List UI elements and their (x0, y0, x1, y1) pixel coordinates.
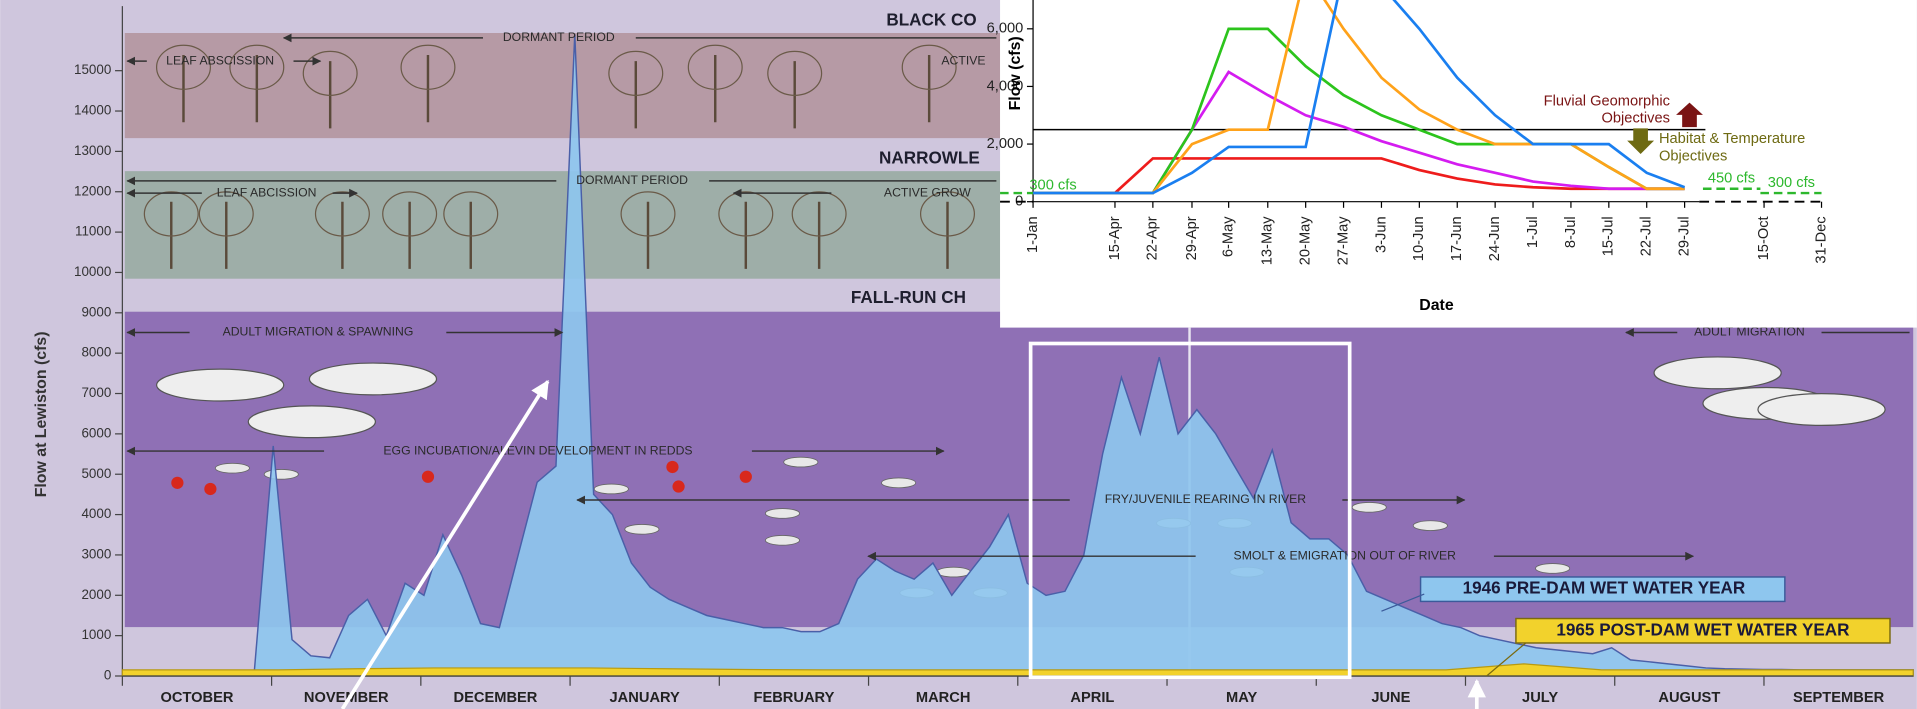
small-fish (765, 535, 799, 545)
annotation: ADULT MIGRATION & SPAWNING (223, 325, 414, 339)
y-tick-label: 0 (104, 668, 111, 683)
y-tick-label: 2,000 (987, 136, 1024, 152)
x-tick-label: 13-May (1260, 216, 1276, 266)
fish (1758, 394, 1885, 426)
x-tick-label: DECEMBER (454, 690, 538, 706)
y-tick-label: 3000 (81, 546, 111, 561)
y-tick-label: 2000 (81, 587, 111, 602)
page: 0 1000 2000 3000 4000 5000 6000 7000 8000 9000 100… (0, 0, 1917, 709)
x-tick-label: 3-Jun (1373, 216, 1389, 253)
annotation: SMOLT & EMIGRATION OUT OF RIVER (1234, 548, 1457, 562)
x-axis-label: Date (1419, 297, 1454, 314)
annotation: EGG INCUBATION/ALEVIN DEVELOPMENT IN RED… (383, 443, 692, 457)
series-label: 1946 PRE-DAM WET WATER YEAR (1463, 579, 1746, 598)
x-tick-label: MARCH (916, 690, 971, 706)
x-tick-label: 29-Jul (1676, 216, 1692, 256)
y-tick-label: 12000 (74, 183, 111, 198)
band-title: NARROWLE (879, 148, 980, 167)
fish (309, 363, 436, 395)
x-tick-label: 27-May (1335, 216, 1351, 266)
x-tick-label: JANUARY (610, 690, 681, 706)
figure: 0 1000 2000 3000 4000 5000 6000 7000 8000 9000 100… (0, 0, 1917, 709)
y-tick-label: 1000 (81, 627, 111, 642)
y-tick-label: 9000 (81, 304, 111, 319)
small-fish (215, 463, 249, 473)
y-tick-label: 5000 (81, 466, 111, 481)
x-tick-label: 15-Apr (1107, 216, 1123, 260)
y-tick-label: 15000 (74, 62, 111, 77)
small-fish (264, 469, 298, 479)
fish (248, 406, 375, 438)
band-title: BLACK CO (886, 10, 976, 29)
fish (157, 369, 284, 401)
y-axis-label: Flow (cfs) (1007, 36, 1024, 110)
x-tick-label: 15-Oct (1756, 216, 1772, 260)
y-tick-label: 10000 (74, 264, 111, 279)
annotation: DORMANT PERIOD (503, 30, 615, 44)
y-tick-label: 13000 (74, 143, 111, 158)
annotation: FRY/JUVENILE REARING IN RIVER (1105, 492, 1307, 506)
annotation: DORMANT PERIOD (576, 173, 688, 187)
redd (204, 483, 216, 495)
small-fish (784, 457, 818, 467)
small-fish (765, 509, 799, 519)
x-tick-label: 29-Apr (1184, 216, 1200, 260)
small-fish (936, 567, 970, 577)
x-tick-label: 10-Jun (1411, 216, 1427, 261)
redd (672, 480, 684, 492)
x-tick-label: 6-May (1221, 216, 1237, 257)
annotation: Objectives (1602, 110, 1670, 126)
x-tick-label: OCTOBER (160, 690, 233, 706)
y-axis-label: Flow at Lewiston (cfs) (33, 331, 50, 497)
x-tick-label: 22-Apr (1145, 216, 1161, 260)
redd (740, 471, 752, 483)
x-tick-label: AUGUST (1658, 690, 1720, 706)
y-tick-label: 8000 (81, 345, 111, 360)
annotation: LEAF ABCISSION (217, 185, 317, 199)
reference-label: 300 cfs (1029, 178, 1076, 194)
fish (1654, 357, 1781, 389)
annotation: ACTIVE GROW (884, 185, 971, 199)
x-tick-label: APRIL (1070, 690, 1114, 706)
y-tick-label: 6000 (81, 425, 111, 440)
x-tick-label: 17-Jun (1449, 216, 1465, 261)
x-tick-label: 1-Jan (1025, 216, 1041, 253)
x-tick-label: MAY (1226, 690, 1257, 706)
x-tick-label: 22-Jul (1639, 216, 1655, 256)
small-fish (1535, 564, 1569, 574)
small-fish (1352, 502, 1386, 512)
annotation: Habitat & Temperature (1659, 131, 1805, 147)
x-tick-label: 8-Jul (1563, 216, 1579, 248)
series-label: 1965 POST-DAM WET WATER YEAR (1556, 620, 1849, 639)
y-tick-label: 7000 (81, 385, 111, 400)
reference-label: 300 cfs (1768, 175, 1815, 191)
redd (422, 471, 434, 483)
small-fish (1413, 521, 1447, 531)
x-tick-label: 15-Jul (1601, 216, 1617, 256)
y-tick-label: 11000 (75, 224, 111, 239)
x-tick-label: 1-Jul (1525, 216, 1541, 248)
x-tick-label: 20-May (1298, 216, 1314, 266)
y-tick-label: 6,000 (987, 21, 1024, 37)
small-fish (881, 478, 915, 488)
x-tick-label: JULY (1522, 690, 1558, 706)
small-fish (594, 484, 628, 494)
annotation: Objectives (1659, 148, 1727, 164)
redd (171, 477, 183, 489)
reference-label: 450 cfs (1708, 170, 1755, 186)
x-tick-label: SEPTEMBER (1793, 690, 1885, 706)
x-tick-label: 31-Dec (1813, 216, 1829, 263)
annotation: LEAF ABSCISSION (166, 53, 274, 67)
x-tick-label: JUNE (1371, 690, 1410, 706)
x-tick-label: FEBRUARY (753, 690, 834, 706)
small-fish (625, 524, 659, 534)
annotation: Fluvial Geomorphic (1544, 93, 1670, 109)
band-title: FALL-RUN CH (851, 288, 966, 307)
y-tick-label: 14000 (74, 103, 111, 118)
redd (666, 461, 678, 473)
annotation: ACTIVE (941, 53, 985, 67)
x-tick-label: 24-Jun (1487, 216, 1503, 261)
y-tick-label: 4000 (81, 506, 111, 521)
